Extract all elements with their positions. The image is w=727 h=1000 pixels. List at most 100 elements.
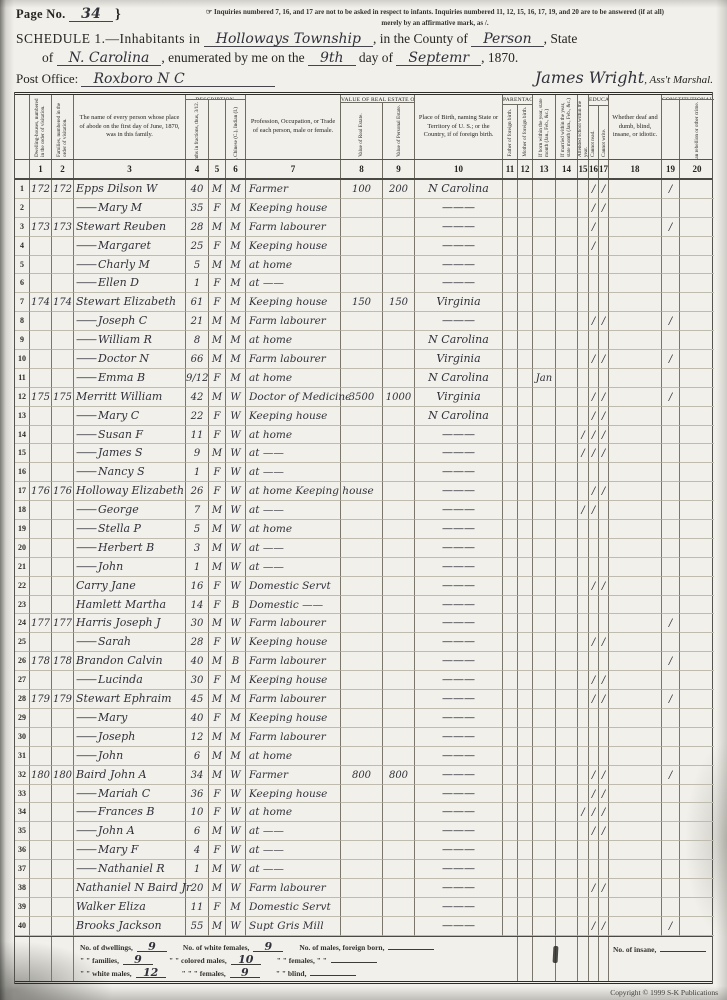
cell-deaf-dumb-note bbox=[609, 501, 662, 521]
cell-person-name: Hamlett Martha bbox=[74, 595, 186, 615]
cell-dwelling-number bbox=[30, 312, 52, 332]
group-education: Educa-tion. Cannot read. Cannot write. bbox=[589, 95, 609, 159]
cell-birthplace: ——— bbox=[415, 708, 503, 728]
cell-birth-month bbox=[533, 633, 556, 653]
cell-birthplace: ——— bbox=[415, 727, 503, 747]
cell-family-number bbox=[52, 463, 74, 483]
cell-birthplace: ——— bbox=[415, 312, 503, 332]
cell-cannot-write-mark bbox=[599, 236, 609, 256]
person-name-text: William R bbox=[98, 333, 152, 347]
cell-cannot-read-mark bbox=[589, 520, 599, 539]
cell-personal-estate-value: 200 bbox=[383, 180, 415, 199]
cell-birthplace: ——— bbox=[415, 557, 503, 577]
cell-birthplace: Virginia bbox=[415, 293, 503, 313]
cell-dwelling-number bbox=[30, 878, 52, 898]
summary-value bbox=[330, 953, 377, 963]
county-value: Person bbox=[471, 32, 544, 47]
cell-father-foreign-mark bbox=[503, 387, 518, 407]
cell-occupation: Keeping house bbox=[246, 236, 341, 256]
cell-cannot-read-mark: / bbox=[589, 784, 599, 804]
cell-father-foreign-mark bbox=[503, 444, 518, 464]
cell-married-month bbox=[556, 671, 578, 691]
person-name-text: John bbox=[98, 748, 124, 762]
cell-person-name: Epps Dilson W bbox=[74, 180, 186, 199]
cell-sex: M bbox=[209, 312, 226, 332]
cell-occupation: Farm labourer bbox=[246, 614, 341, 634]
cell-cannot-read-mark: / bbox=[589, 387, 599, 407]
ditto-dash: —— bbox=[76, 729, 97, 743]
cell-citizen-denied-mark bbox=[680, 331, 714, 351]
cell-sex: M bbox=[209, 444, 226, 464]
cell-attended-school-mark bbox=[578, 860, 589, 879]
cell-real-estate-value bbox=[341, 746, 383, 766]
cell-family-number: 172 bbox=[52, 180, 74, 199]
cell-mother-foreign-mark bbox=[518, 180, 533, 199]
cell-family-number bbox=[52, 897, 74, 917]
cell-deaf-dumb-note bbox=[609, 841, 662, 861]
cell-person-name: —— John bbox=[74, 557, 186, 577]
cell-male-citizen-mark bbox=[662, 822, 680, 842]
cell-personal-estate-value bbox=[383, 841, 415, 861]
cell-dwelling-number bbox=[30, 746, 52, 766]
cell-deaf-dumb-note bbox=[609, 482, 662, 502]
cell-attended-school-mark bbox=[578, 331, 589, 351]
ditto-dash: —— bbox=[76, 503, 97, 517]
cell-personal-estate-value bbox=[383, 198, 415, 218]
cell-dwelling-number bbox=[30, 368, 52, 388]
cell-father-foreign-mark bbox=[503, 350, 518, 369]
cell-family-number: 178 bbox=[52, 652, 74, 672]
cell-age: 34 bbox=[186, 765, 209, 785]
header-col-citizen-denied: Male Citizens of U. S. of 21 years of ag… bbox=[680, 100, 714, 159]
cell-attended-school-mark bbox=[578, 897, 589, 917]
cell-age: 12 bbox=[186, 727, 209, 747]
person-name-text: Baird John A bbox=[76, 767, 147, 781]
cell-citizen-denied-mark bbox=[680, 558, 714, 577]
cell-deaf-dumb-note bbox=[609, 274, 662, 294]
header-col-citizen-denied-text: Male Citizens of U. S. of 21 years of ag… bbox=[694, 100, 700, 159]
cell-occupation: Keeping house bbox=[246, 708, 341, 728]
cell-cannot-read-mark: / bbox=[589, 482, 599, 502]
cell-person-name: Stewart Reuben bbox=[74, 217, 186, 237]
cell-sex: M bbox=[209, 727, 226, 747]
cell-color: M bbox=[226, 897, 246, 917]
cell-birthplace: ——— bbox=[415, 803, 503, 823]
cell-occupation: Farm labourer bbox=[246, 878, 341, 898]
cell-cannot-write-mark bbox=[599, 274, 609, 294]
cell-cannot-read-mark bbox=[589, 708, 599, 728]
cell-personal-estate-value bbox=[383, 822, 415, 842]
cell-birthplace: ——— bbox=[415, 236, 503, 256]
cell-age: 35 bbox=[186, 198, 209, 218]
person-name-text: Mary M bbox=[98, 200, 143, 214]
cell-father-foreign-mark bbox=[503, 841, 518, 861]
cell-color: M bbox=[226, 293, 246, 313]
schedule-label: SCHEDULE 1.—Inhabitants in bbox=[16, 31, 201, 46]
cell-real-estate-value bbox=[341, 463, 383, 483]
cell-color: M bbox=[226, 198, 246, 218]
column-number-18: 18 bbox=[609, 160, 662, 178]
cell-male-citizen-mark bbox=[662, 538, 680, 558]
after-township: , in the County of bbox=[372, 31, 468, 46]
cell-deaf-dumb-note bbox=[609, 368, 662, 388]
person-name-text: Stewart Reuben bbox=[76, 219, 167, 233]
cell-father-foreign-mark bbox=[503, 538, 518, 558]
cell-birth-month bbox=[533, 897, 556, 917]
cell-color: W bbox=[226, 878, 246, 898]
cell-person-name: —— Margaret bbox=[74, 236, 186, 256]
cell-occupation: Farm labourer bbox=[246, 217, 341, 237]
summary-value bbox=[310, 966, 357, 976]
cell-birth-month bbox=[533, 652, 556, 672]
after-state: , enumerated by me on the bbox=[161, 50, 305, 65]
cell-birth-month bbox=[533, 444, 556, 464]
cell-deaf-dumb-note bbox=[609, 387, 662, 407]
cell-deaf-dumb-note bbox=[609, 255, 662, 275]
day-value: 9th bbox=[307, 51, 356, 66]
cell-mother-foreign-mark bbox=[518, 350, 533, 369]
cell-real-estate-value bbox=[341, 368, 383, 388]
cell-color: M bbox=[226, 708, 246, 728]
cell-cannot-write-mark bbox=[599, 331, 609, 351]
cell-mother-foreign-mark bbox=[518, 444, 533, 464]
cell-birth-month bbox=[533, 878, 556, 898]
cell-citizen-denied-mark bbox=[680, 237, 714, 256]
cell-mother-foreign-mark bbox=[518, 501, 533, 521]
schedule-line: SCHEDULE 1.—Inhabitants in Holloways Tow… bbox=[16, 31, 713, 47]
